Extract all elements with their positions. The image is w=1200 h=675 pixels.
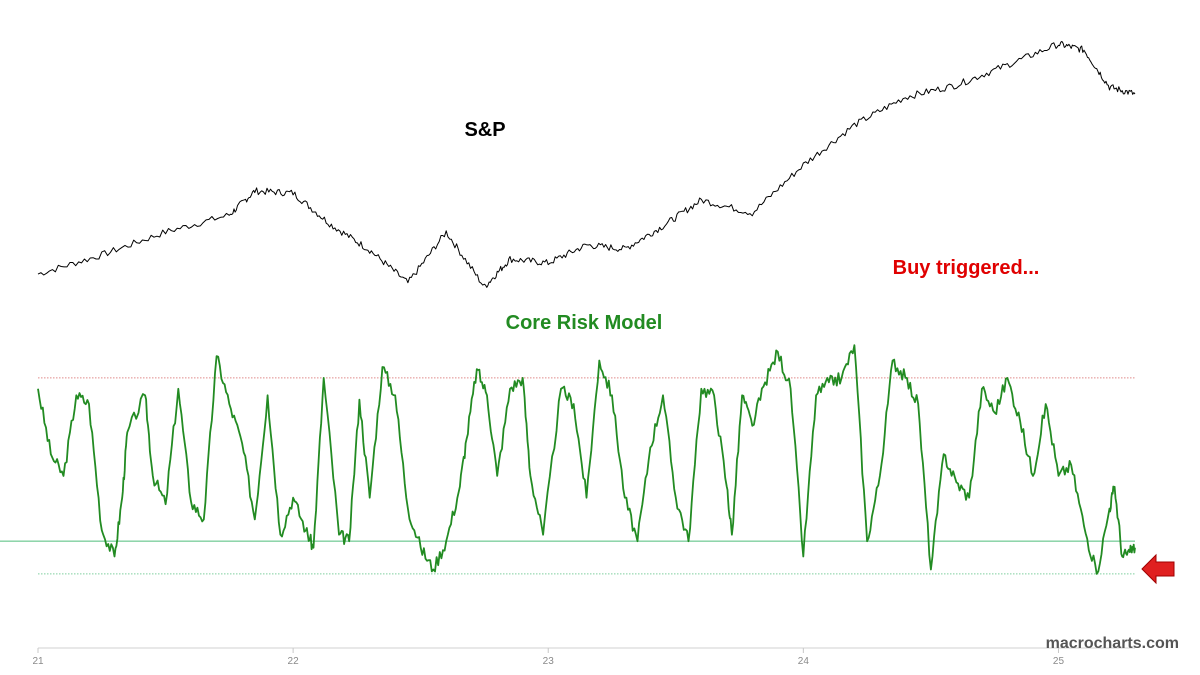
sp-series-line: [37, 40, 1136, 288]
x-tick-label-21: 21: [32, 656, 44, 667]
x-axis-ticks: 21 22 23 24 25: [32, 648, 1064, 667]
x-tick-label-22: 22: [288, 656, 300, 667]
sp-label: S&P: [464, 119, 505, 141]
x-tick-label-25: 25: [1053, 656, 1065, 667]
core-risk-model-label: Core Risk Model: [506, 312, 663, 334]
buy-arrow-icon: [1141, 553, 1175, 585]
watermark: macrocharts.com: [1046, 635, 1179, 652]
buy-triggered-annotation: Buy triggered...: [893, 257, 1040, 279]
x-tick-label-23: 23: [543, 656, 555, 667]
core-risk-model-series-line: [37, 344, 1136, 575]
reference-lines: [0, 377, 1135, 575]
x-tick-label-24: 24: [798, 656, 810, 667]
